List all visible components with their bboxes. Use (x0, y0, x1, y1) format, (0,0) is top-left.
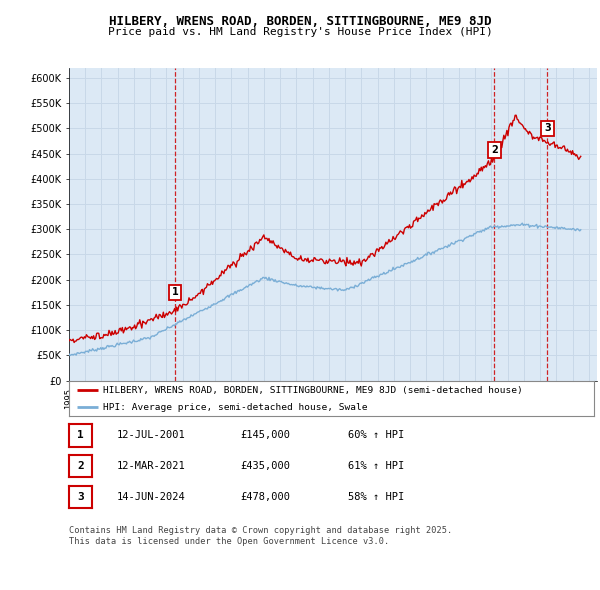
Text: 1: 1 (77, 431, 84, 440)
Text: £478,000: £478,000 (240, 492, 290, 502)
Text: HILBERY, WRENS ROAD, BORDEN, SITTINGBOURNE, ME9 8JD: HILBERY, WRENS ROAD, BORDEN, SITTINGBOUR… (109, 15, 491, 28)
Text: £435,000: £435,000 (240, 461, 290, 471)
Text: 3: 3 (77, 492, 84, 502)
Text: Price paid vs. HM Land Registry's House Price Index (HPI): Price paid vs. HM Land Registry's House … (107, 27, 493, 37)
Text: 58% ↑ HPI: 58% ↑ HPI (348, 492, 404, 502)
Text: 2: 2 (491, 145, 498, 155)
Text: HILBERY, WRENS ROAD, BORDEN, SITTINGBOURNE, ME9 8JD (semi-detached house): HILBERY, WRENS ROAD, BORDEN, SITTINGBOUR… (103, 386, 523, 395)
Text: 12-JUL-2001: 12-JUL-2001 (117, 431, 186, 440)
Text: HPI: Average price, semi-detached house, Swale: HPI: Average price, semi-detached house,… (103, 402, 368, 412)
Text: 2: 2 (77, 461, 84, 471)
Text: £145,000: £145,000 (240, 431, 290, 440)
Text: Contains HM Land Registry data © Crown copyright and database right 2025.
This d: Contains HM Land Registry data © Crown c… (69, 526, 452, 546)
Text: 1: 1 (172, 287, 178, 297)
Text: 60% ↑ HPI: 60% ↑ HPI (348, 431, 404, 440)
Text: 61% ↑ HPI: 61% ↑ HPI (348, 461, 404, 471)
Text: 3: 3 (544, 123, 551, 133)
Text: 14-JUN-2024: 14-JUN-2024 (117, 492, 186, 502)
Text: 12-MAR-2021: 12-MAR-2021 (117, 461, 186, 471)
